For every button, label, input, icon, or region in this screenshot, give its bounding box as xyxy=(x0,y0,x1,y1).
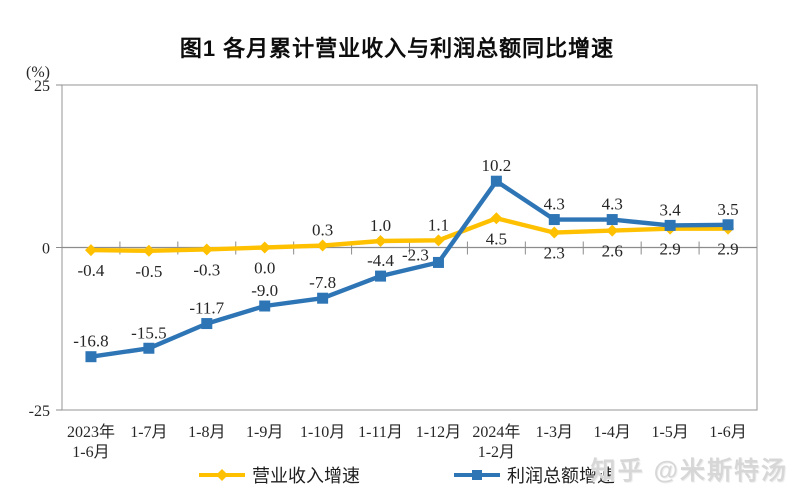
square-marker-icon xyxy=(85,351,97,363)
x-category-label-line2: 1-2月 xyxy=(478,444,515,461)
square-marker-icon xyxy=(490,175,502,187)
square-marker-icon xyxy=(606,214,618,226)
profit-growth-data-label: 3.5 xyxy=(717,200,738,219)
profit-growth-data-label: 4.3 xyxy=(544,195,565,214)
square-marker-icon xyxy=(201,318,213,330)
square-marker-icon xyxy=(259,300,271,312)
profit-growth-data-label: 4.3 xyxy=(602,195,623,214)
square-marker-icon xyxy=(143,342,155,354)
square-marker-icon xyxy=(432,256,444,268)
legend-label: 营业收入增速 xyxy=(252,466,360,486)
legend-label: 利润总额增速 xyxy=(507,466,615,486)
watermark: 知乎 @米斯特汤 xyxy=(590,457,788,485)
profit-growth-data-label: 3.4 xyxy=(660,200,682,219)
revenue-growth-data-label: -0.5 xyxy=(135,262,162,281)
revenue-growth-data-label: 2.3 xyxy=(544,244,565,263)
legend-item-revenue-growth: 营业收入增速 xyxy=(199,462,360,488)
revenue-growth-data-label: 2.9 xyxy=(660,240,681,259)
profit-growth-data-label: -16.8 xyxy=(73,332,108,351)
x-category-label: 2024年 xyxy=(472,423,520,441)
diamond-marker-icon xyxy=(258,241,271,254)
x-category-label: 1-5月 xyxy=(651,424,688,441)
revenue-growth-data-label: -0.4 xyxy=(77,261,104,280)
profit-growth-data-label: -9.0 xyxy=(251,281,278,300)
y-tick-label: 25 xyxy=(34,78,50,95)
y-axis-unit-label: (%) xyxy=(26,64,50,81)
revenue-growth-data-label: 2.6 xyxy=(602,242,623,261)
profit-growth-data-label: -2.3 xyxy=(402,245,429,264)
chart-title: 图1 各月累计营业收入与利润总额同比增速 xyxy=(179,36,615,61)
diamond-marker-icon xyxy=(84,244,97,257)
diamond-legend-marker-icon xyxy=(199,469,245,481)
revenue-growth-data-label: 1.0 xyxy=(370,216,391,235)
x-category-label: 1-6月 xyxy=(709,424,746,441)
diamond-marker-icon xyxy=(548,226,561,239)
legend: 营业收入增速 利润总额增速 xyxy=(10,462,794,488)
square-marker-icon xyxy=(317,292,329,304)
legend-item-profit-growth: 利润总额增速 xyxy=(454,462,615,488)
revenue-growth-data-label: 1.1 xyxy=(428,215,449,234)
profit-growth-line xyxy=(90,178,729,359)
x-category-label: 1-3月 xyxy=(536,424,573,441)
x-category-label: 1-8月 xyxy=(188,424,225,441)
y-tick-label: -25 xyxy=(29,403,50,420)
square-legend-marker-icon xyxy=(454,470,500,480)
x-category-label: 2023年 xyxy=(67,423,115,441)
x-category-label: 1-10月 xyxy=(300,424,345,441)
diamond-marker-icon xyxy=(142,244,155,257)
revenue-growth-line xyxy=(90,216,728,254)
diamond-marker-icon xyxy=(374,235,387,247)
profit-growth-data-label: -7.8 xyxy=(309,273,336,292)
profit-growth-data-label: -11.7 xyxy=(189,299,224,318)
diamond-marker-icon xyxy=(432,234,445,247)
diamond-marker-icon xyxy=(606,224,619,237)
square-marker-icon xyxy=(664,219,676,231)
diamond-marker-icon xyxy=(200,243,213,256)
revenue-growth-data-label: -0.3 xyxy=(193,260,220,279)
y-tick-label: 0 xyxy=(42,241,50,258)
diamond-marker-icon xyxy=(490,212,503,225)
diamond-marker-icon xyxy=(316,239,329,252)
plot-area: 25 0 -25 (%) 2023年 1-6月 1-7月 1-8月 1-9月 1-10月 1-11月… xyxy=(26,64,758,461)
x-category-label: 1-9月 xyxy=(246,424,283,441)
profit-growth-data-label: 10.2 xyxy=(482,156,512,175)
x-category-label: 1-12月 xyxy=(416,424,461,441)
x-category-label: 1-11月 xyxy=(358,424,403,441)
square-marker-icon xyxy=(548,214,560,226)
revenue-growth-data-label: 4.5 xyxy=(486,229,507,248)
x-category-label-line2: 1-6月 xyxy=(72,444,109,461)
square-marker-icon xyxy=(722,219,734,231)
revenue-growth-data-label: 2.9 xyxy=(717,240,738,259)
revenue-growth-data-label: 0.3 xyxy=(312,221,333,240)
x-category-label: 1-7月 xyxy=(130,424,167,441)
square-marker-icon xyxy=(375,270,387,282)
revenue-growth-data-label: 0.0 xyxy=(254,259,275,278)
profit-growth-data-label: -4.4 xyxy=(367,251,394,270)
x-category-label: 1-4月 xyxy=(594,424,631,441)
profit-growth-data-label: -15.5 xyxy=(131,323,166,342)
